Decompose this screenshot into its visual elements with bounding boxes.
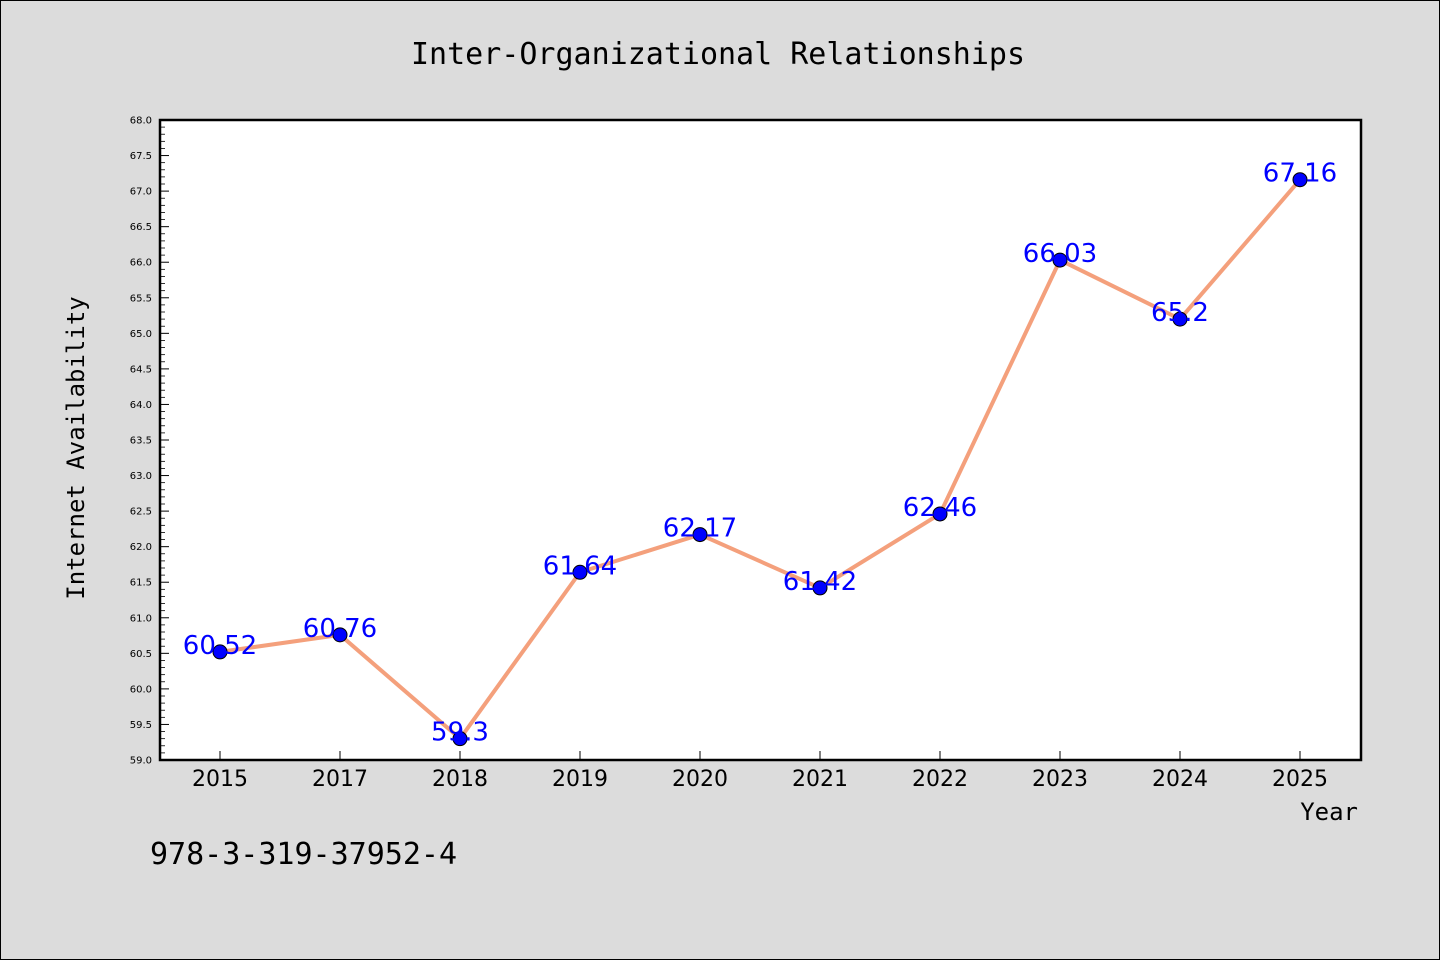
x-tick-label: 2022 bbox=[912, 767, 968, 792]
data-label: 60.76 bbox=[303, 614, 377, 644]
chart-title: Inter-Organizational Relationships bbox=[411, 37, 1025, 72]
y-tick-label: 62.5 bbox=[130, 507, 152, 518]
y-tick-label: 66.5 bbox=[130, 222, 152, 233]
series-line-group: 60.52 60.76 59.3 61.64 62.17 61.42 62.46 66.03 6… bbox=[183, 159, 1337, 748]
x-tick-label: 2021 bbox=[792, 767, 848, 792]
x-tick-label: 2015 bbox=[192, 767, 248, 792]
plot-area bbox=[158, 118, 1363, 762]
x-tick-label: 2024 bbox=[1152, 767, 1208, 792]
data-label: 62.46 bbox=[903, 493, 977, 523]
x-tick-label: 2025 bbox=[1272, 767, 1328, 792]
y-tick-label: 66.0 bbox=[130, 258, 152, 269]
y-tick-label: 65.0 bbox=[130, 329, 152, 340]
y-tick-label: 64.0 bbox=[130, 400, 152, 411]
y-tick-label: 67.0 bbox=[130, 187, 152, 198]
data-point bbox=[1292, 172, 1308, 188]
x-tick-label: 2019 bbox=[552, 767, 608, 792]
x-tick-label: 2020 bbox=[672, 767, 728, 792]
x-axis: 2015 2017 2018 2019 2020 2021 2022 2023 2024 2025 bbox=[192, 751, 1328, 792]
data-point bbox=[812, 580, 828, 596]
x-tick-label: 2018 bbox=[432, 767, 488, 792]
y-tick-label: 60.0 bbox=[130, 684, 152, 695]
y-tick-label: 64.5 bbox=[130, 364, 152, 375]
y-tick-label: 61.5 bbox=[130, 578, 152, 589]
y-tick-label: 59.5 bbox=[130, 720, 152, 731]
data-point bbox=[332, 627, 348, 643]
y-tick-label: 59.0 bbox=[130, 756, 152, 767]
footer-code: 978-3-319-37952-4 bbox=[150, 837, 457, 872]
y-tick-label: 63.0 bbox=[130, 471, 152, 482]
data-label: 66.03 bbox=[1023, 239, 1097, 269]
data-label: 60.52 bbox=[183, 631, 257, 661]
y-tick-label: 63.5 bbox=[130, 436, 152, 447]
y-tick-label: 62.0 bbox=[130, 542, 152, 553]
series-line bbox=[219, 178, 1302, 741]
data-point bbox=[692, 527, 708, 543]
y-tick-label: 60.5 bbox=[130, 649, 152, 660]
x-tick-label: 2023 bbox=[1032, 767, 1088, 792]
data-point bbox=[932, 506, 948, 522]
data-label: 62.17 bbox=[663, 514, 737, 544]
data-label: 59.3 bbox=[431, 718, 489, 748]
data-label: 67.16 bbox=[1263, 159, 1337, 189]
data-label: 65.2 bbox=[1151, 298, 1209, 328]
x-tick-label: 2017 bbox=[312, 767, 368, 792]
y-tick-label: 61.0 bbox=[130, 613, 152, 624]
data-point bbox=[452, 731, 468, 747]
y-tick-label: 68.0 bbox=[130, 116, 152, 127]
x-axis-label: Year bbox=[1300, 798, 1358, 826]
y-axis-label: Internet Availability bbox=[62, 296, 90, 599]
data-label: 61.42 bbox=[783, 567, 857, 597]
y-axis: 59.0 59.5 60.0 60.5 61.0 61.5 62.0 62.5 63.0 63.5… bbox=[130, 116, 169, 767]
y-tick-label: 65.5 bbox=[130, 293, 152, 304]
data-point bbox=[1052, 252, 1068, 268]
data-label: 61.64 bbox=[543, 551, 617, 581]
y-tick-label: 67.5 bbox=[130, 151, 152, 162]
data-point bbox=[1172, 311, 1188, 327]
data-point bbox=[572, 564, 588, 580]
data-point bbox=[212, 644, 228, 660]
